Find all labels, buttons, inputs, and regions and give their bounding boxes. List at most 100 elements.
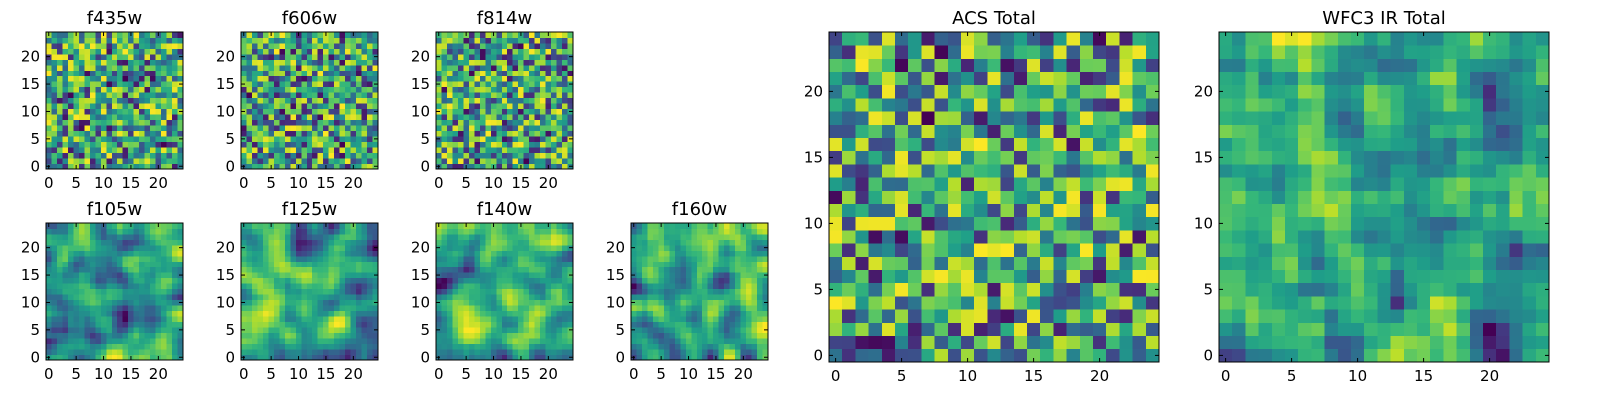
heatmap-cell xyxy=(868,296,883,310)
heatmap-cell xyxy=(540,64,546,71)
heatmap-cell xyxy=(457,37,464,44)
heatmap-cell xyxy=(463,272,470,279)
heatmap-cell xyxy=(501,92,508,99)
heatmap-cell xyxy=(246,103,253,110)
heatmap-cell xyxy=(479,299,486,306)
heatmap-cell xyxy=(89,228,96,235)
heatmap-cell xyxy=(100,332,107,339)
heatmap-cell xyxy=(100,64,107,71)
heatmap-cell xyxy=(485,64,492,71)
heatmap-cell xyxy=(468,316,475,323)
heatmap-cell xyxy=(652,266,659,273)
heatmap-cell xyxy=(46,255,52,262)
heatmap-cell xyxy=(334,288,341,295)
heatmap-cell xyxy=(518,228,525,235)
heatmap-cell xyxy=(463,288,470,295)
heatmap-cell xyxy=(490,343,497,350)
heatmap-cell xyxy=(155,272,162,279)
heatmap-cell xyxy=(166,147,173,153)
heatmap-cell xyxy=(257,233,264,240)
heatmap-cell xyxy=(457,64,464,71)
heatmap-cell xyxy=(241,130,247,137)
heatmap-cell xyxy=(1027,335,1041,350)
heatmap-cell xyxy=(62,48,69,55)
heatmap-cell xyxy=(691,343,698,350)
heatmap-cell xyxy=(631,266,637,273)
heatmap-cell xyxy=(122,239,129,246)
heatmap-cell xyxy=(172,86,178,93)
heatmap-cell xyxy=(436,103,442,110)
heatmap-cell xyxy=(51,81,58,88)
heatmap-cell xyxy=(881,243,896,257)
heatmap-cell xyxy=(301,75,308,82)
heatmap-cell xyxy=(361,255,368,262)
heatmap-cell xyxy=(89,349,96,355)
heatmap-cell xyxy=(317,255,324,262)
heatmap-cell xyxy=(934,296,949,310)
heatmap-cell xyxy=(485,299,492,306)
heatmap-cell xyxy=(540,250,546,257)
heatmap-cell xyxy=(702,310,709,317)
heatmap-cell xyxy=(1053,216,1067,231)
heatmap-cell xyxy=(1145,269,1160,284)
heatmap-cell xyxy=(257,223,264,229)
heatmap-cell xyxy=(713,305,720,312)
heatmap-cell xyxy=(757,233,763,240)
heatmap-cell xyxy=(73,53,80,60)
heatmap-cell xyxy=(117,75,124,82)
heatmap-cell xyxy=(446,48,453,55)
heatmap-cell xyxy=(663,332,670,339)
heatmap-cell xyxy=(534,266,541,273)
heatmap-cell xyxy=(78,48,85,55)
heatmap-cell xyxy=(144,163,151,170)
heatmap-cell xyxy=(762,332,769,339)
heatmap-cell xyxy=(139,70,146,77)
heatmap-cell xyxy=(1079,203,1094,218)
heatmap-cell xyxy=(139,75,146,82)
heatmap-cell xyxy=(724,255,731,262)
heatmap-cell xyxy=(273,223,280,229)
heatmap-cell xyxy=(161,92,167,99)
heatmap-cell xyxy=(51,53,58,60)
heatmap-cell xyxy=(78,316,85,323)
heatmap-cell xyxy=(290,288,297,295)
heatmap-cell xyxy=(241,119,247,126)
heatmap-cell xyxy=(312,283,319,290)
heatmap-cell xyxy=(312,321,319,328)
heatmap-cell xyxy=(241,158,247,164)
heatmap-cell xyxy=(523,42,530,49)
heatmap-cell xyxy=(551,108,557,115)
heatmap-cell xyxy=(540,310,546,317)
heatmap-cell xyxy=(284,288,291,295)
heatmap-cell xyxy=(974,322,988,336)
heatmap-cell xyxy=(306,130,313,137)
heatmap-cell xyxy=(51,147,58,153)
heatmap-cell xyxy=(707,332,714,339)
heatmap-cell xyxy=(122,37,129,44)
heatmap-cell xyxy=(746,354,752,361)
heatmap-cell xyxy=(301,86,308,93)
heatmap-cell xyxy=(636,277,643,284)
heatmap-cell xyxy=(144,299,151,306)
heatmap-cell xyxy=(490,332,497,339)
heatmap-cell xyxy=(729,261,736,268)
heatmap-cell xyxy=(262,244,269,251)
heatmap-cell xyxy=(757,272,763,279)
heatmap-cell xyxy=(507,343,514,350)
heatmap-cell xyxy=(485,75,492,82)
heatmap-cell xyxy=(100,97,107,104)
heatmap-cell xyxy=(562,119,568,126)
heatmap-cell xyxy=(350,152,357,159)
heatmap-cell xyxy=(268,97,275,104)
heatmap-cell xyxy=(490,42,497,49)
heatmap-cell xyxy=(100,48,107,55)
heatmap-cell xyxy=(251,158,258,164)
heatmap-cell xyxy=(111,48,118,55)
heatmap-cell xyxy=(567,233,574,240)
heatmap-cell xyxy=(334,103,341,110)
heatmap-cell xyxy=(312,64,319,71)
heatmap-cell xyxy=(172,108,178,115)
heatmap-cell xyxy=(78,354,85,361)
heatmap-cell xyxy=(702,349,709,355)
heatmap-cell xyxy=(312,103,319,110)
